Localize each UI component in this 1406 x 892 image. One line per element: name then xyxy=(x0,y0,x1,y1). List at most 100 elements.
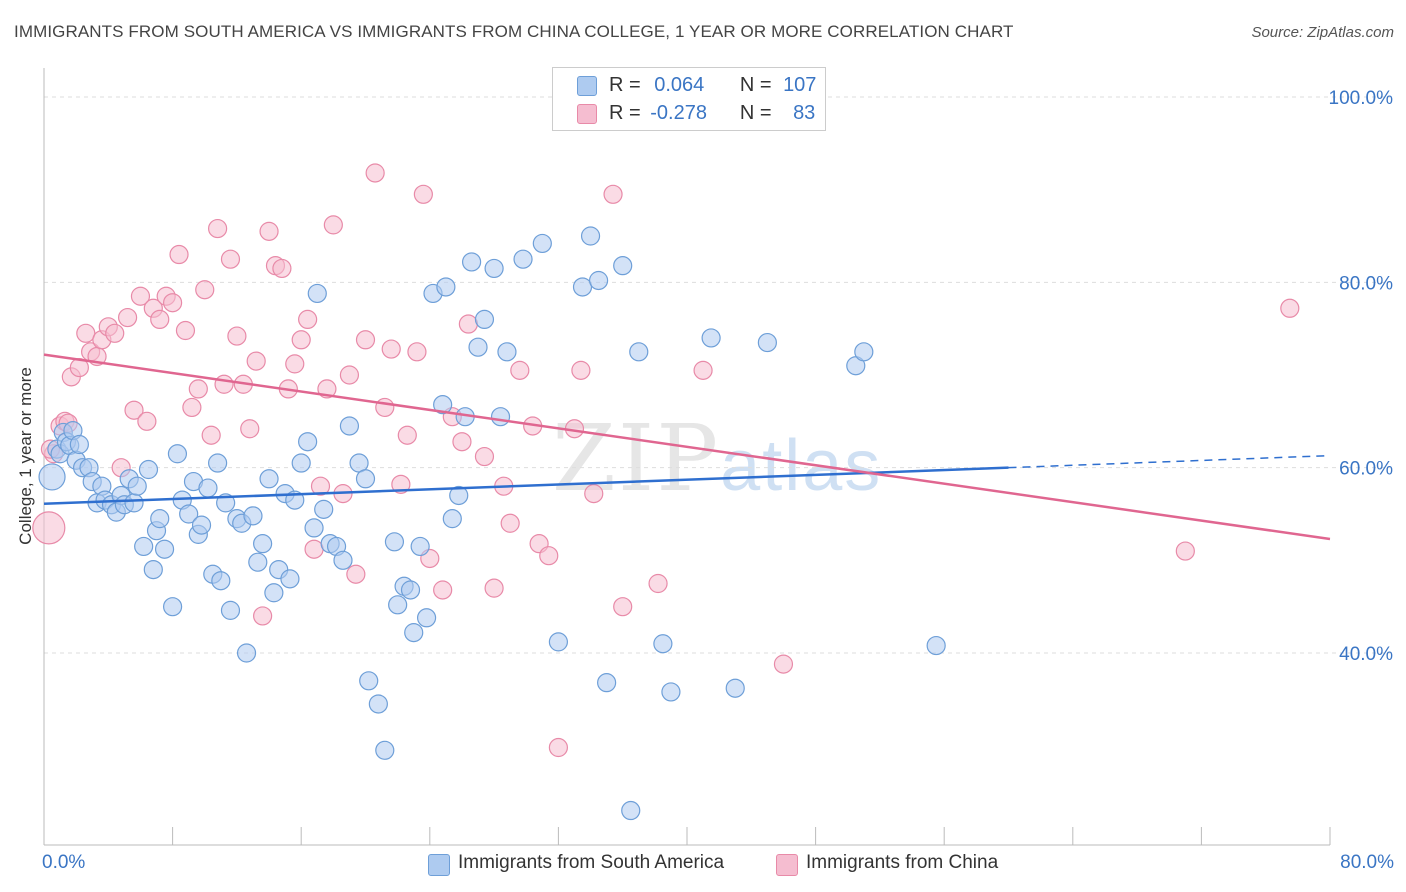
point-china xyxy=(227,326,247,346)
point-china xyxy=(458,314,478,334)
point-south-america xyxy=(461,252,482,272)
y-tick-labels: 40.0% 60.0% 80.0% 100.0% xyxy=(1329,88,1394,665)
point-south-america xyxy=(433,395,453,415)
point-china xyxy=(452,432,472,452)
point-china xyxy=(76,323,96,343)
point-china xyxy=(474,446,495,467)
r-value-china: -0.278 xyxy=(650,102,707,124)
point-south-america xyxy=(264,583,284,603)
point-china xyxy=(571,360,591,380)
trend-extension-south-america xyxy=(1008,454,1331,469)
point-china xyxy=(220,249,241,269)
point-south-america xyxy=(926,635,946,656)
point-china xyxy=(188,379,208,399)
point-south-america xyxy=(179,504,199,524)
point-south-america xyxy=(304,518,324,538)
point-china xyxy=(117,307,138,328)
point-china xyxy=(291,330,311,350)
r-value-south-america: 0.064 xyxy=(654,74,705,96)
point-china xyxy=(339,365,360,385)
point-south-america xyxy=(339,416,360,436)
point-south-america xyxy=(513,249,533,269)
point-south-america xyxy=(588,270,609,291)
point-china xyxy=(169,244,189,265)
point-south-america xyxy=(572,277,593,297)
point-south-america xyxy=(701,328,721,348)
watermark-atlas: atlas xyxy=(720,426,883,506)
point-south-america xyxy=(410,536,430,557)
point-china xyxy=(240,419,260,439)
point-china xyxy=(613,597,633,617)
n-value-china: 83 xyxy=(793,102,816,124)
point-south-america xyxy=(253,534,273,554)
point-south-america xyxy=(548,632,569,652)
point-south-america xyxy=(211,571,231,591)
point-south-america xyxy=(163,597,183,617)
point-south-america xyxy=(127,476,147,496)
trend-line-china xyxy=(43,353,1331,541)
point-south-america xyxy=(359,671,379,691)
y-tick-label: 80.0% xyxy=(1339,273,1393,294)
point-south-america xyxy=(621,800,641,821)
point-china xyxy=(375,397,395,418)
legend-label-china: Immigrants from China xyxy=(806,852,999,873)
point-south-america xyxy=(143,559,163,580)
point-south-america xyxy=(613,256,633,276)
point-south-america xyxy=(404,623,424,643)
point-china xyxy=(413,184,433,204)
point-south-america xyxy=(236,643,257,663)
r-label: R = xyxy=(609,102,641,124)
point-china xyxy=(195,280,215,300)
point-china xyxy=(208,218,228,239)
n-label: N = xyxy=(739,74,772,96)
n-label: N = xyxy=(739,102,772,124)
point-south-america xyxy=(208,453,228,473)
point-south-america xyxy=(167,444,188,464)
grid-lines xyxy=(44,96,1390,654)
point-south-america xyxy=(474,309,495,329)
point-china xyxy=(310,476,331,496)
point-south-america xyxy=(298,432,318,452)
y-tick-label: 100.0% xyxy=(1329,88,1394,109)
point-south-america xyxy=(314,499,334,519)
point-south-america xyxy=(757,332,777,353)
trend-line-south-america xyxy=(43,466,1009,506)
point-south-america xyxy=(497,342,517,362)
point-south-america xyxy=(375,740,395,760)
y-tick-label: 40.0% xyxy=(1339,644,1393,665)
point-south-america xyxy=(490,407,511,427)
point-china xyxy=(150,309,170,329)
legend-swatch-blue xyxy=(428,854,450,876)
legend-label-south-america: Immigrants from South America xyxy=(458,852,725,873)
point-china xyxy=(304,539,324,559)
point-china xyxy=(391,474,411,494)
point-china xyxy=(137,411,157,431)
point-china xyxy=(214,374,234,394)
point-china xyxy=(539,546,559,566)
legend-swatch-pink xyxy=(776,854,798,876)
point-china xyxy=(773,654,794,674)
point-south-america xyxy=(291,453,311,473)
point-china xyxy=(163,293,183,313)
point-south-america xyxy=(198,478,218,498)
point-south-america xyxy=(532,233,552,254)
point-south-america xyxy=(484,258,504,279)
point-south-america xyxy=(368,694,388,714)
point-china xyxy=(285,354,305,374)
swatch-pink xyxy=(577,104,597,124)
point-china xyxy=(201,425,221,445)
point-china xyxy=(365,163,385,183)
point-south-america xyxy=(436,277,456,297)
point-china xyxy=(124,400,144,420)
n-value-south-america: 107 xyxy=(783,74,817,96)
point-china xyxy=(323,215,343,235)
r-label: R = xyxy=(609,74,641,96)
axes xyxy=(43,68,1331,846)
point-south-america xyxy=(69,434,89,455)
point-south-america xyxy=(259,469,279,489)
point-south-america xyxy=(854,342,874,362)
x-tick-label-max: 80.0% xyxy=(1340,852,1394,873)
point-south-america xyxy=(597,673,617,693)
y-tick-label: 60.0% xyxy=(1339,459,1393,480)
point-china xyxy=(355,330,376,350)
